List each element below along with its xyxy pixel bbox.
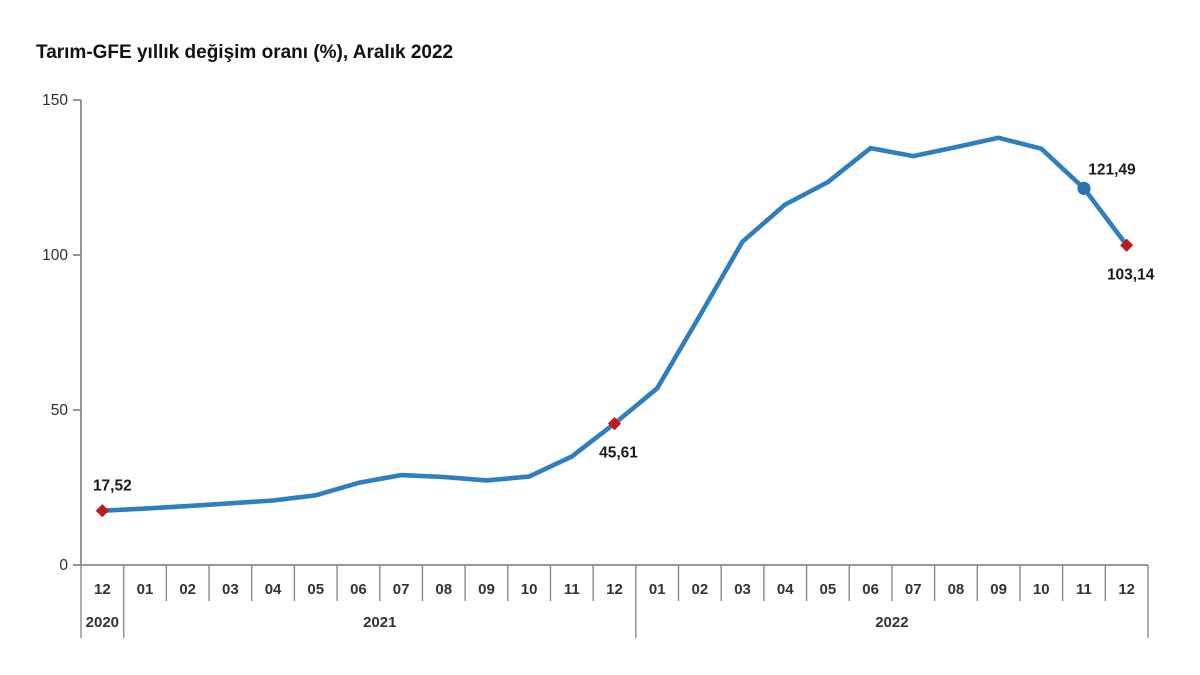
chart-title: Tarım-GFE yıllık değişim oranı (%), Aral… bbox=[36, 42, 454, 63]
y-tick-label: 0 bbox=[59, 557, 68, 574]
month-label: 11 bbox=[564, 581, 580, 598]
month-label: 05 bbox=[820, 581, 837, 598]
data-point-label: 45,61 bbox=[599, 445, 638, 462]
diamond-marker bbox=[1120, 238, 1134, 252]
month-label: 04 bbox=[265, 581, 282, 598]
y-axis: 0 50 100 150 bbox=[42, 92, 82, 574]
year-label: 2020 bbox=[86, 614, 119, 631]
month-label: 05 bbox=[307, 581, 324, 598]
circle-marker bbox=[1077, 181, 1091, 195]
month-label: 03 bbox=[734, 581, 751, 598]
month-label: 07 bbox=[393, 581, 410, 598]
month-label: 11 bbox=[1076, 581, 1092, 598]
month-label: 04 bbox=[777, 581, 794, 598]
month-label: 03 bbox=[222, 581, 239, 598]
month-label: 02 bbox=[179, 581, 196, 598]
year-label: 2021 bbox=[363, 614, 396, 631]
month-label: 02 bbox=[692, 581, 709, 598]
month-label: 06 bbox=[862, 581, 879, 598]
month-label: 09 bbox=[990, 581, 1007, 598]
data-labels: 17,52 45,61 121,49 103,14 bbox=[93, 161, 1155, 494]
month-label: 01 bbox=[137, 581, 154, 598]
month-label: 12 bbox=[1118, 581, 1135, 598]
month-label: 08 bbox=[435, 581, 452, 598]
data-point-label: 17,52 bbox=[93, 478, 132, 495]
month-label: 10 bbox=[521, 581, 538, 598]
data-point-markers bbox=[95, 181, 1134, 518]
month-label: 07 bbox=[905, 581, 922, 598]
data-point-label: 103,14 bbox=[1107, 266, 1155, 283]
y-tick-label: 150 bbox=[42, 92, 68, 109]
month-label: 08 bbox=[948, 581, 965, 598]
month-label: 12 bbox=[606, 581, 623, 598]
y-tick-label: 100 bbox=[42, 247, 68, 264]
month-label: 12 bbox=[94, 581, 111, 598]
x-axis-month-table: 12 01 02 03 04 05 06 07 08 09 10 11 12 01 02 03 04 05 06 07… bbox=[80, 564, 1149, 638]
month-label: 01 bbox=[649, 581, 666, 598]
data-point-label: 121,49 bbox=[1088, 161, 1136, 178]
month-label: 09 bbox=[478, 581, 495, 598]
diamond-marker bbox=[95, 504, 109, 518]
month-label: 06 bbox=[350, 581, 367, 598]
year-label: 2022 bbox=[875, 614, 908, 631]
month-label: 10 bbox=[1033, 581, 1050, 598]
diamond-marker bbox=[607, 417, 622, 431]
y-tick-label: 50 bbox=[51, 402, 69, 419]
